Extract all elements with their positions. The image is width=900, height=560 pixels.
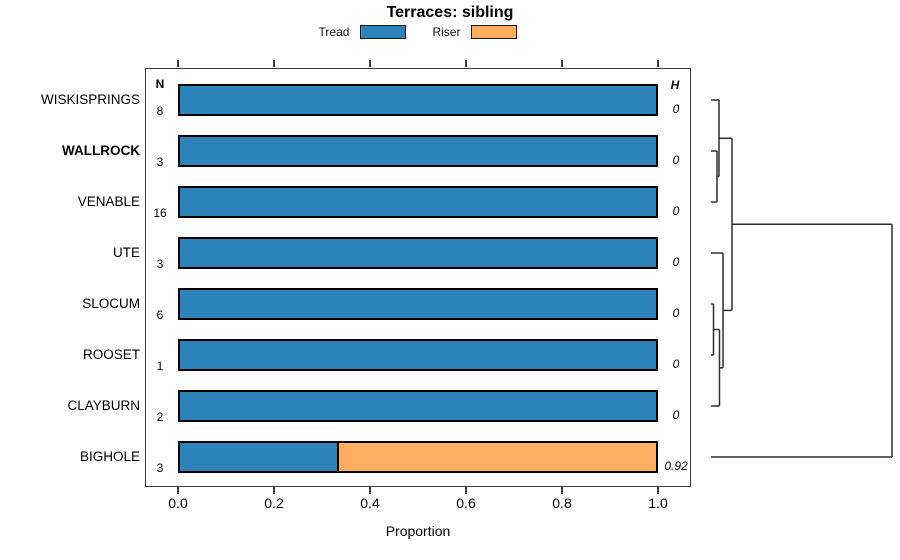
n-value: 2	[156, 410, 164, 424]
x-tick-top	[177, 60, 179, 67]
n-column-header: N	[155, 77, 165, 91]
x-tick-label: 1.0	[648, 495, 668, 511]
x-tick-label: 0.6	[456, 495, 476, 511]
legend: Tread Riser	[145, 25, 691, 39]
y-axis-label: ROOSET	[82, 347, 140, 362]
x-tick-top	[369, 60, 371, 67]
y-axis-label: SLOCUM	[82, 296, 140, 311]
x-tick-label: 0.2	[264, 495, 284, 511]
n-value: 16	[153, 206, 167, 220]
legend-label-tread: Tread	[318, 25, 350, 39]
x-tick-bottom	[561, 487, 563, 494]
proportion-bar	[178, 339, 658, 371]
x-tick-top	[561, 60, 563, 67]
tread-segment	[180, 137, 656, 165]
proportion-bar	[178, 135, 658, 167]
h-value: 0.92	[664, 459, 688, 473]
x-tick-bottom	[465, 487, 467, 494]
y-axis-label: WISKISPRINGS	[40, 92, 140, 107]
n-value: 3	[156, 461, 164, 475]
x-tick-top	[273, 60, 275, 67]
legend-item-tread: Tread	[319, 25, 407, 39]
x-tick-top	[465, 60, 467, 67]
tread-segment	[180, 239, 656, 267]
proportion-bar	[178, 84, 658, 116]
h-value: 0	[672, 306, 680, 320]
y-axis-label: VENABLE	[77, 194, 140, 209]
h-value: 0	[672, 102, 680, 116]
plot-area	[145, 68, 691, 487]
x-tick-bottom	[369, 487, 371, 494]
tread-segment	[180, 443, 338, 471]
x-tick-top	[657, 60, 659, 67]
proportion-bar	[178, 288, 658, 320]
tread-color-swatch	[360, 25, 407, 39]
tread-segment	[180, 86, 656, 114]
proportion-bar	[178, 390, 658, 422]
proportion-bar	[178, 237, 658, 269]
x-tick-bottom	[273, 487, 275, 494]
h-value: 0	[672, 204, 680, 218]
tread-segment	[180, 341, 656, 369]
x-tick-bottom	[657, 487, 659, 494]
legend-label-riser: Riser	[432, 25, 461, 39]
y-axis-label: BIGHOLE	[79, 449, 140, 464]
h-value: 0	[672, 408, 680, 422]
h-value: 0	[672, 153, 680, 167]
x-tick-label: 0.0	[168, 495, 188, 511]
n-value: 1	[156, 359, 164, 373]
y-axis-label: UTE	[113, 245, 140, 260]
tread-segment	[180, 392, 656, 420]
n-value: 3	[156, 257, 164, 271]
y-axis-label: CLAYBURN	[67, 398, 140, 413]
tread-segment	[180, 188, 656, 216]
x-axis-title: Proportion	[385, 523, 451, 539]
riser-color-swatch	[471, 25, 518, 39]
x-tick-bottom	[177, 487, 179, 494]
h-value: 0	[672, 357, 680, 371]
chart-title: Terraces: sibling	[386, 4, 514, 21]
proportion-bar	[178, 441, 658, 473]
h-column-header: H	[670, 78, 680, 92]
n-value: 3	[156, 155, 164, 169]
proportion-bar	[178, 186, 658, 218]
y-axis-label: WALLROCK	[62, 143, 140, 158]
x-tick-label: 0.8	[552, 495, 572, 511]
x-tick-label: 0.4	[360, 495, 380, 511]
n-value: 6	[156, 308, 164, 322]
riser-segment	[337, 443, 656, 471]
n-value: 8	[156, 104, 164, 118]
h-value: 0	[672, 255, 680, 269]
legend-item-riser: Riser	[432, 25, 518, 39]
tread-segment	[180, 290, 656, 318]
